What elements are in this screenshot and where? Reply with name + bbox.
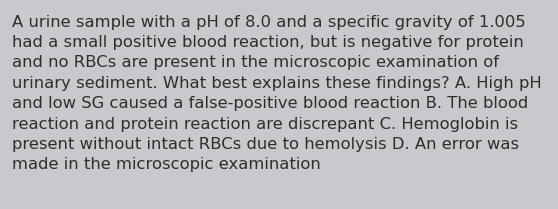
Text: A urine sample with a pH of 8.0 and a specific gravity of 1.005
had a small posi: A urine sample with a pH of 8.0 and a sp… <box>12 15 542 172</box>
